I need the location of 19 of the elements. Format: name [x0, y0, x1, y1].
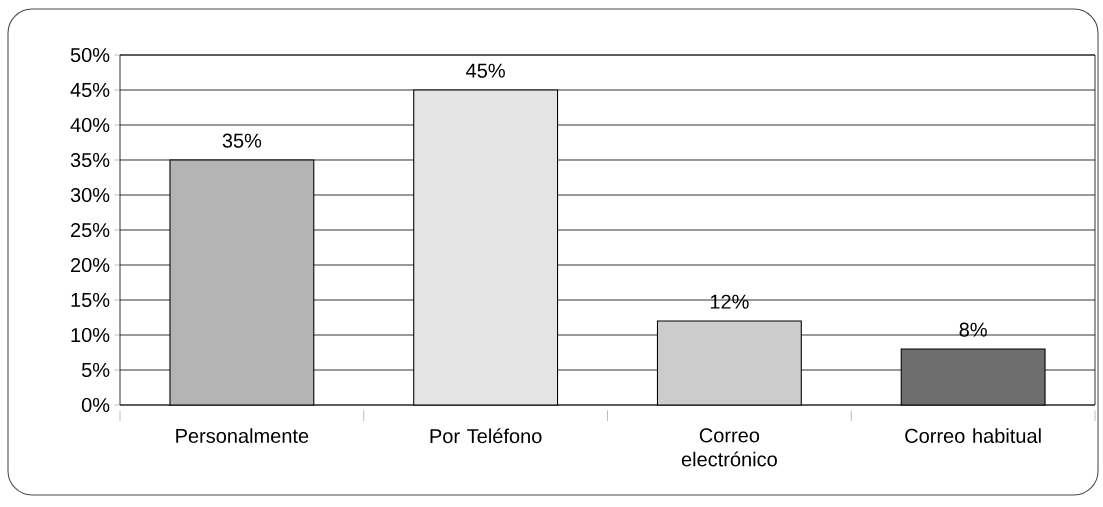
- data-label: 12%: [710, 294, 749, 309]
- y-tick-label: 20%: [71, 257, 110, 273]
- y-tick-label: 30%: [70, 187, 110, 203]
- data-label: 35%: [222, 133, 262, 148]
- y-tick-label: 40%: [70, 117, 110, 133]
- y-tick-label: 0%: [81, 397, 110, 413]
- data-label: 45%: [466, 63, 505, 78]
- y-tick-label: 5%: [81, 362, 110, 378]
- y-tick-label: 50%: [70, 47, 110, 63]
- y-tick-label: 35%: [70, 152, 110, 168]
- x-tick-label: Correo electrónico: [681, 428, 777, 467]
- x-tick-label: Correo habitual: [905, 428, 1041, 443]
- data-label: 8%: [959, 322, 987, 337]
- y-tick-label: 45%: [70, 82, 110, 98]
- y-tick-label: 15%: [71, 292, 110, 308]
- y-tick-label: 10%: [71, 327, 110, 343]
- x-tick-label: Personalmente: [176, 428, 309, 443]
- y-tick-label: 25%: [71, 222, 110, 238]
- x-tick-label: Por Teléfono: [430, 428, 542, 444]
